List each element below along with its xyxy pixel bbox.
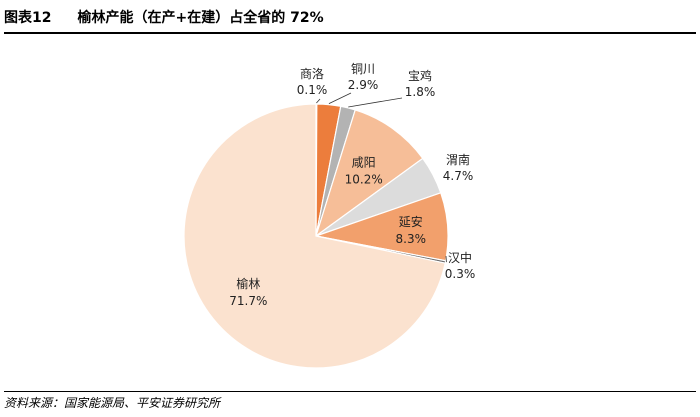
slice-value-label: 71.7% <box>229 294 267 308</box>
slice-name-label: 汉中 <box>448 250 472 265</box>
slice-name-label: 延安 <box>399 214 423 229</box>
source-note: 资料来源：国家能源局、平安证券研究所 <box>4 396 221 410</box>
pie-chart: 商洛 0.1% 铜川 2.9% 宝鸡 1.8% 咸阳 10.2% 渭南 4.7% 延安 8.3% 汉中 0… <box>183 61 475 369</box>
figure-title: 榆林产能（在产+在建）占全省的 72% <box>77 10 324 26</box>
slice-name-label: 榆林 <box>236 276 260 291</box>
slice-value-label: 0.3% <box>445 267 476 281</box>
leader-line-2 <box>328 92 352 104</box>
leader-line-3 <box>348 97 403 108</box>
pie-slices <box>183 103 449 369</box>
slice-name-label: 宝鸡 <box>408 68 432 83</box>
slice-labels: 商洛 0.1% 铜川 2.9% 宝鸡 1.8% 咸阳 10.2% 渭南 4.7% 延安 8.3% 汉中 0… <box>229 61 475 308</box>
footer-rule <box>4 391 696 392</box>
pie-slice-8 <box>183 103 446 369</box>
slice-name-label: 咸阳 <box>352 155 376 169</box>
leader-line-1 <box>316 98 321 104</box>
slice-value-label: 2.9% <box>348 78 379 92</box>
pie-slice-4 <box>314 109 424 238</box>
slice-name-label: 渭南 <box>446 152 470 167</box>
leader-lines <box>316 92 447 263</box>
figure-header: 图表12 榆林产能（在产+在建）占全省的 72% <box>4 6 696 30</box>
slice-value-label: 10.2% <box>345 172 383 186</box>
figure-number: 图表12 <box>4 10 52 26</box>
slice-value-label: 0.1% <box>297 83 328 97</box>
slice-value-label: 4.7% <box>443 169 474 183</box>
slice-value-label: 8.3% <box>396 232 427 246</box>
header-rule <box>4 32 696 34</box>
slice-value-label: 1.8% <box>405 85 436 99</box>
slice-name-label: 商洛 <box>300 66 324 81</box>
slice-name-label: 铜川 <box>351 61 375 76</box>
